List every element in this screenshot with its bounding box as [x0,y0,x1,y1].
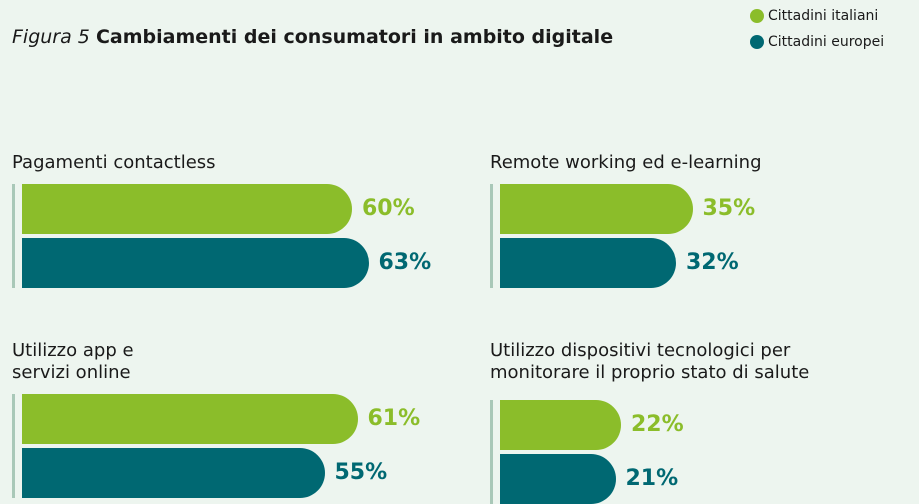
bar [22,448,325,498]
legend-swatch [750,35,764,49]
legend-swatch [750,9,764,23]
bar [500,238,676,288]
panel-title: Pagamenti contactless [12,152,216,173]
bar [22,394,358,444]
legend-label: Cittadini italiani [768,8,879,24]
legend-item: Cittadini italiani [750,8,878,24]
legend-label: Cittadini europei [768,34,885,50]
axis-line [12,184,15,288]
panel-title: Utilizzo app e servizi online [12,340,134,383]
bar [22,184,352,234]
title-prefix: Figura 5 [12,26,90,48]
value-label: 60% [362,196,415,221]
value-label: 55% [334,460,388,485]
value-label: 63% [378,250,432,275]
bar [500,184,693,234]
panel-title: Utilizzo dispositivi tecnologici per mon… [490,340,810,383]
legend-item: Cittadini europei [750,34,884,50]
value-label: 21% [625,466,679,491]
value-label: 61% [367,406,421,431]
value-label: 22% [631,412,684,437]
panel-title: Remote working ed e-learning [490,152,762,173]
axis-line [490,400,493,504]
value-label: 32% [686,250,739,275]
bar [500,454,616,504]
axis-line [490,184,493,288]
title-main: Cambiamenti dei consumatori in ambito di… [95,26,614,48]
axis-line [12,394,15,498]
bar [500,400,621,450]
bar [22,238,369,288]
value-label: 35% [702,196,756,221]
chart-title: Figura 5 Cambiamenti dei consumatori in … [12,26,613,48]
